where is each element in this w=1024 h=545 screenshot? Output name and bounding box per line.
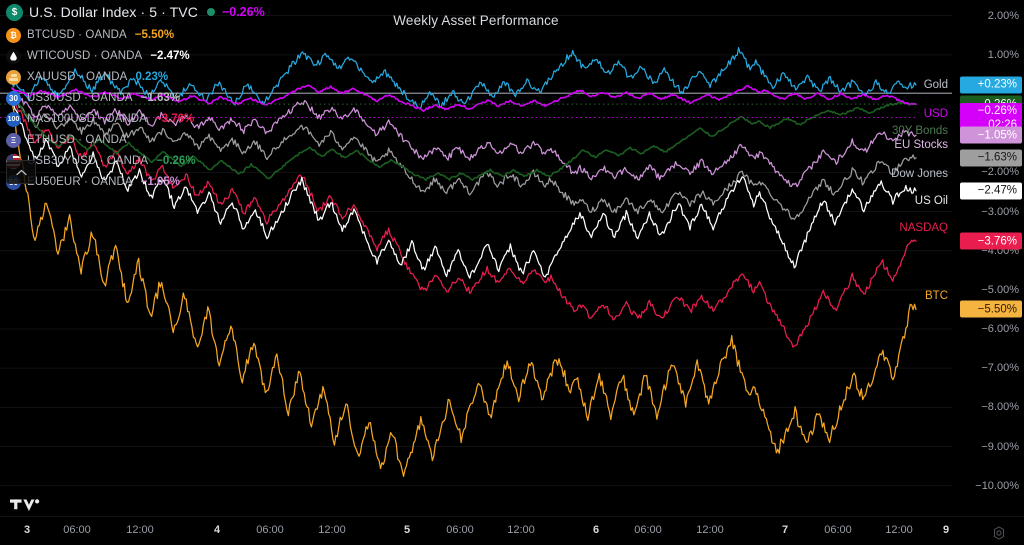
gold-bar-icon <box>6 69 21 85</box>
series-line-30y-bonds <box>11 97 917 182</box>
nas100-badge-icon: 100 <box>6 111 21 127</box>
legend-item-usb30yusd[interactable]: USB30YUSD · OANDA −0.26% <box>6 152 256 170</box>
legend-item-label: US30USD · OANDA <box>27 92 133 104</box>
price-axis-tick: −6.00% <box>981 323 1019 335</box>
legend-item-ethusd[interactable]: Ξ ETHUSD · OANDA <box>6 131 256 149</box>
series-line-usd <box>11 84 917 113</box>
badge-value: −3.76% <box>977 235 1017 248</box>
price-axis-tick: −9.00% <box>981 440 1019 453</box>
time-axis-tick: 6 <box>592 524 600 536</box>
time-axis-tick: 12:00 <box>696 524 724 536</box>
chart-canvas <box>0 15 952 487</box>
time-scale[interactable]: 3 06:00 12:00 4 06:00 12:00 5 06:00 12:00 6 06:00 1… <box>0 516 1024 545</box>
price-axis-tick: 1.00% <box>987 48 1019 61</box>
legend-status-dot <box>206 8 215 16</box>
legend-item-label: BTCUSD · OANDA <box>27 29 127 41</box>
price-axis-tick: 2.00% <box>987 9 1019 22</box>
legend-item-change: −0.26% <box>156 155 196 167</box>
time-axis-tick: 3 <box>23 524 31 536</box>
legend-item-change: −2.47% <box>150 50 190 62</box>
timezone-settings-icon[interactable] <box>992 526 1006 540</box>
price-axis-tick: −7.00% <box>981 362 1019 375</box>
legend-item-nas100usd[interactable]: 100 NAS100USD · OANDA −3.76% <box>6 110 256 128</box>
legend-item-change: −5.50% <box>134 29 175 41</box>
time-axis-tick: 12:00 <box>885 524 913 536</box>
badge-value: −2.47% <box>977 184 1017 197</box>
legend-item-btcusd[interactable]: ₿ BTCUSD · OANDA −5.50% <box>6 26 256 44</box>
legend-item-eu50eur[interactable]: 50EU50EUR · OANDA−1.05% <box>6 173 256 191</box>
legend-item-us30usd[interactable]: 30 US30USD · OANDA −1.63% <box>6 89 256 107</box>
legend-item-change: −3.76% <box>154 113 195 125</box>
chevron-up-icon <box>15 169 27 175</box>
legend-item-change: −1.63% <box>140 92 180 104</box>
bitcoin-coin-icon: ₿ <box>6 27 21 43</box>
badge-value: −1.63% <box>977 151 1017 164</box>
series-line-btc <box>11 101 917 478</box>
time-axis-tick: 12:00 <box>507 524 535 536</box>
time-axis-tick: 12:00 <box>126 524 154 536</box>
price-scale[interactable]: 2.00% 1.00% −2.00% −3.00% −4.00% −5.00% −6.00%… <box>952 0 1024 517</box>
nasdaq-price-badge[interactable]: −3.76% <box>960 232 1022 250</box>
series-line-us-oil <box>11 102 917 279</box>
legend-item-label: U.S. Dollar Index · 5 · TVC <box>29 4 198 20</box>
badge-value: −1.05% <box>977 129 1017 142</box>
price-axis-tick: −5.00% <box>981 283 1019 296</box>
time-axis-tick: 7 <box>781 524 789 536</box>
legend-item-wticousd[interactable]: WTICOUSD · OANDA −2.47% <box>6 47 256 65</box>
eustocks-price-badge[interactable]: −1.05% <box>960 126 1022 144</box>
usoil-price-badge[interactable]: −2.47% <box>960 182 1022 200</box>
btc-price-badge[interactable]: −5.50% <box>960 300 1022 318</box>
gold-price-badge[interactable]: +0.23% <box>960 76 1022 94</box>
price-axis-tick: −2.00% <box>981 166 1019 179</box>
legend-item-label: USB30YUSD · OANDA <box>27 155 149 167</box>
price-axis-tick: −10.00% <box>975 479 1019 492</box>
legend-item-change: −0.26% <box>221 5 265 19</box>
legend-item-us[interactable]: $ U.S. Dollar Index · 5 · TVC −0.26% <box>6 2 265 22</box>
legend-item-change: 0.23% <box>135 71 169 83</box>
time-axis-tick: 06:00 <box>634 524 662 536</box>
series-line-nasdaq <box>11 100 917 348</box>
legend-item-label: ETHUSD · OANDA <box>27 134 127 146</box>
dowjones-price-badge[interactable]: −1.63% <box>960 149 1022 167</box>
time-axis-tick: 5 <box>403 524 411 536</box>
badge-value: −0.26% <box>977 104 1017 117</box>
us30-badge-icon: 30 <box>6 90 21 106</box>
legend-item-label: WTICOUSD · OANDA <box>27 50 143 62</box>
legend-item-label: XAUUSD · OANDA <box>27 71 128 83</box>
badge-value: +0.23% <box>977 78 1017 91</box>
badge-value: −5.50% <box>977 303 1017 316</box>
time-axis-tick: 12:00 <box>318 524 346 536</box>
time-axis-tick: 4 <box>213 524 221 536</box>
ethereum-coin-icon: Ξ <box>6 132 21 148</box>
oil-drop-icon <box>6 48 21 64</box>
time-axis-tick: 9 <box>942 524 950 536</box>
collapse-legend-button[interactable] <box>6 160 36 184</box>
series-line-eu-stocks <box>11 87 917 188</box>
series-paths <box>11 47 917 478</box>
time-axis-tick: 06:00 <box>63 524 91 536</box>
legend-item-xauusd[interactable]: XAUUSD · OANDA 0.23% <box>6 68 256 86</box>
dollar-coin-icon: $ <box>6 3 23 21</box>
legend-item-change: −1.05% <box>140 176 180 188</box>
tradingview-logo <box>10 499 40 511</box>
series-line-dow-jones <box>11 94 917 220</box>
price-axis-tick: −8.00% <box>981 401 1019 414</box>
time-axis-tick: 06:00 <box>446 524 474 536</box>
legend: $ U.S. Dollar Index · 5 · TVC −0.26% ₿ BTCUS… <box>6 2 265 194</box>
time-axis-tick: 06:00 <box>824 524 852 536</box>
series-line-gold <box>11 47 917 110</box>
time-axis-tick: 06:00 <box>256 524 284 536</box>
legend-item-label: NAS100USD · OANDA <box>27 113 147 125</box>
chart-plot-area[interactable] <box>0 0 952 517</box>
legend-item-label: EU50EUR · OANDA <box>27 176 133 188</box>
price-axis-tick: −3.00% <box>981 205 1019 218</box>
